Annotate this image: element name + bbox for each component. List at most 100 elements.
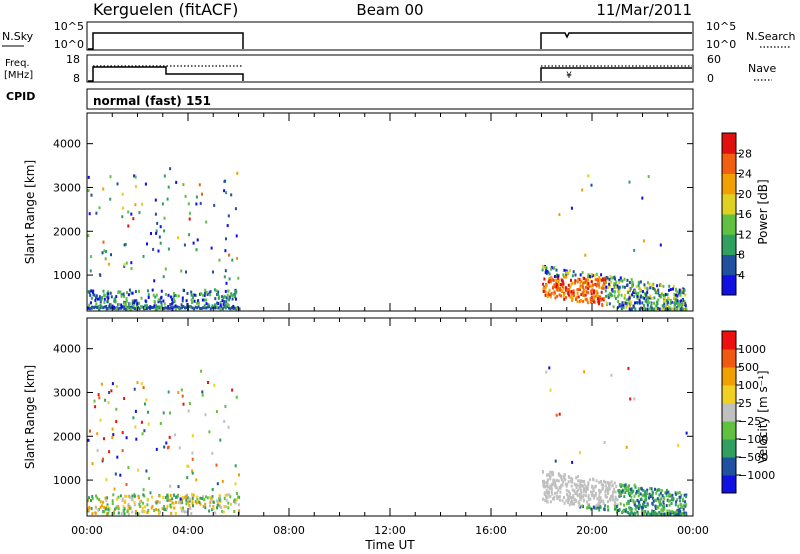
echo-cell (109, 197, 112, 201)
echo-cell (113, 305, 115, 309)
echo-cell (635, 285, 638, 288)
echo-cell (587, 300, 590, 304)
echo-cell (664, 296, 666, 300)
echo-cell (112, 493, 115, 497)
echo-cell (599, 295, 602, 299)
velocity-colorbar-tick-label: 500 (738, 361, 759, 374)
echo-cell (587, 287, 590, 291)
echo-cell (173, 294, 176, 297)
echo-cell (94, 305, 97, 309)
echo-cell (570, 498, 573, 502)
echo-cell (638, 281, 641, 285)
echo-cell (545, 283, 548, 287)
echo-cell (643, 512, 646, 516)
echo-cell (577, 500, 580, 504)
x-tick-label: 12:00 (374, 524, 406, 537)
echo-cell (140, 382, 143, 386)
echo-cell (593, 496, 595, 500)
echo-cell (144, 299, 147, 303)
echo-cell (672, 497, 675, 500)
echo-cell (680, 493, 683, 497)
echo-cell (205, 302, 208, 306)
echo-cell (133, 174, 136, 178)
echo-cell (604, 495, 607, 499)
echo-cell (134, 409, 137, 413)
echo-cell (87, 234, 90, 238)
echo-cell (629, 512, 632, 516)
echo-cell (232, 306, 235, 310)
power-x-ticks (86, 113, 694, 311)
echo-cell (600, 298, 603, 302)
echo-cell (221, 479, 224, 483)
echo-cell (103, 305, 106, 309)
colorbar-swatch (722, 349, 736, 368)
echo-cell (554, 285, 556, 289)
echo-cell (650, 297, 653, 300)
echo-cell (643, 493, 646, 497)
echo-cell (577, 278, 580, 282)
echo-cell (153, 301, 156, 305)
echo-cell (126, 307, 129, 311)
freq-trace-2 (540, 67, 692, 81)
echo-cell (211, 451, 214, 455)
echo-cell (679, 293, 682, 297)
echo-cell (206, 496, 209, 500)
echo-cell (675, 512, 678, 516)
echo-cell (603, 441, 606, 444)
echo-cell (568, 475, 571, 479)
echo-cell (641, 493, 644, 497)
echo-cell (125, 299, 128, 303)
echo-cell (627, 487, 630, 491)
echo-cell (102, 289, 105, 293)
echo-cell (195, 202, 198, 206)
echo-cell (209, 290, 212, 294)
echo-cell (128, 302, 131, 306)
echo-cell (660, 292, 663, 296)
echo-cell (183, 243, 186, 247)
echo-cell (682, 497, 685, 501)
echo-cell (107, 290, 110, 294)
echo-cell (576, 493, 579, 497)
echo-cell (169, 167, 172, 171)
echo-cell (606, 488, 609, 492)
colorbar-swatch (722, 234, 736, 255)
echo-cell (609, 284, 611, 288)
echo-cell (558, 495, 561, 499)
echo-cell (659, 497, 662, 501)
echo-cell (186, 303, 189, 306)
echo-cell (152, 306, 155, 309)
echo-cell (598, 480, 601, 484)
echo-cell (680, 288, 683, 292)
echo-cell (640, 487, 643, 491)
echo-cell (543, 277, 546, 281)
echo-cell (673, 301, 676, 305)
echo-cell (131, 497, 134, 501)
echo-cell (154, 198, 157, 202)
echo-cell (238, 509, 241, 513)
echo-cell (567, 293, 570, 297)
echo-cell (215, 463, 218, 467)
echo-cell (614, 297, 617, 300)
echo-cell (181, 296, 184, 300)
echo-cell (659, 243, 662, 247)
echo-cell (98, 396, 101, 400)
echo-cell (662, 284, 665, 288)
velocity-colorbar-tick-label: −1000 (738, 469, 775, 482)
echo-cell (102, 457, 104, 461)
echo-cell (596, 291, 599, 295)
echo-cell (637, 491, 640, 494)
echo-cell (123, 294, 125, 298)
echo-cell (580, 491, 583, 495)
echo-cell (123, 264, 126, 268)
echo-cell (192, 293, 195, 297)
echo-cell (89, 293, 92, 297)
echo-cell (627, 502, 630, 505)
echo-cell (599, 498, 602, 502)
echo-cell (662, 295, 665, 299)
echo-cell (675, 510, 678, 514)
echo-cell (679, 495, 682, 499)
echo-cell (608, 282, 611, 286)
echo-cell (658, 512, 661, 516)
echo-cell (635, 492, 638, 495)
